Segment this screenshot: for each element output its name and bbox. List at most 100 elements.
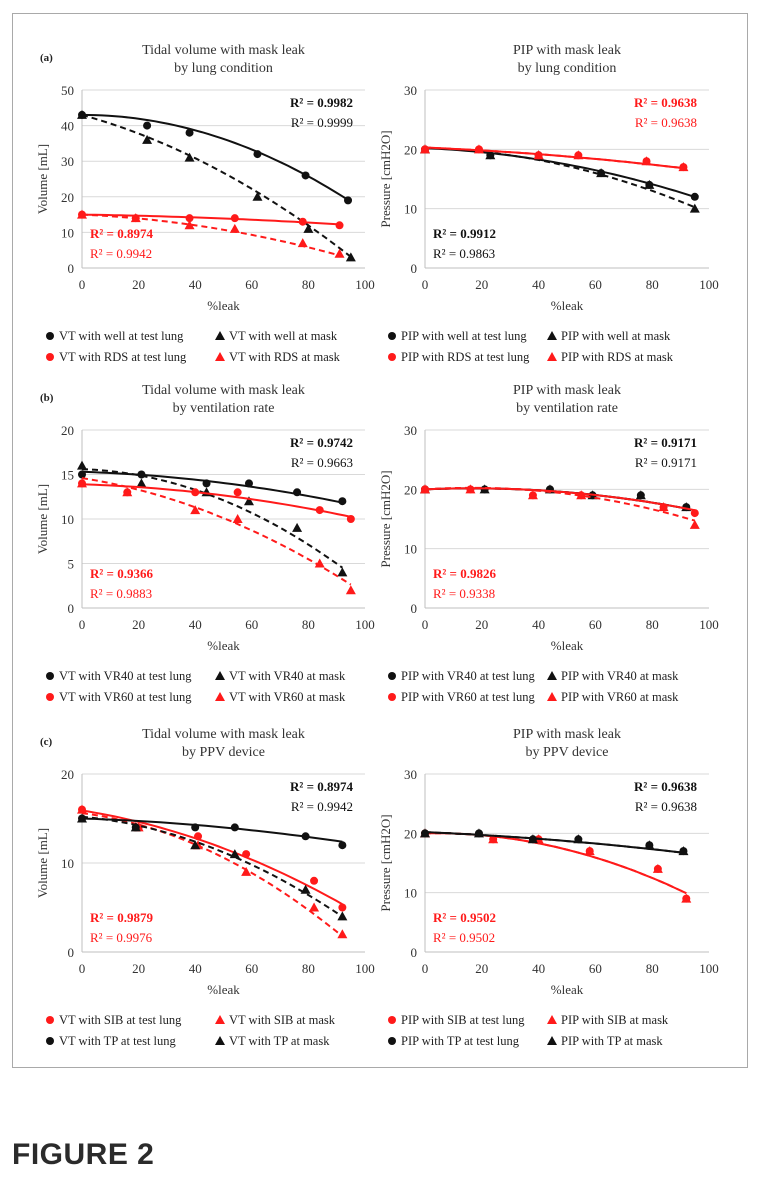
data-point xyxy=(641,156,652,166)
data-point xyxy=(337,911,348,921)
data-point xyxy=(292,522,303,532)
r2-annotation: R² = 0.9742 xyxy=(290,435,353,450)
data-point xyxy=(315,506,324,515)
y-tick-label: 0 xyxy=(68,261,75,276)
x-axis-label: %leak xyxy=(207,298,240,313)
data-point xyxy=(77,109,87,119)
trendline xyxy=(81,809,343,906)
legend-label: PIP with SIB at mask xyxy=(561,1013,669,1027)
x-tick-label: 100 xyxy=(699,617,719,632)
x-axis-label: %leak xyxy=(207,638,240,653)
y-tick-label: 0 xyxy=(68,601,75,616)
data-point xyxy=(190,505,201,515)
legend-marker xyxy=(547,1036,557,1045)
data-point xyxy=(243,496,254,506)
legend-label: PIP with TP at test lung xyxy=(401,1034,520,1048)
legend-label: PIP with VR40 at test lung xyxy=(401,669,535,683)
x-tick-label: 40 xyxy=(189,961,202,976)
x-axis-label: %leak xyxy=(551,298,584,313)
chart-a-vt: (a) Tidal volume with mask leak by lung co… xyxy=(35,43,375,364)
trendline xyxy=(81,468,343,569)
x-tick-label: 20 xyxy=(132,617,145,632)
chart-c-pip: PIP with mask leak by PPV device 0 10 20 30 0 2… xyxy=(378,727,719,1048)
r2-annotation: R² = 0.9942 xyxy=(90,246,152,261)
legend-marker xyxy=(215,692,225,701)
chart-title-line: by PPV device xyxy=(526,745,609,760)
data-point xyxy=(689,203,700,213)
x-tick-label: 100 xyxy=(699,277,719,292)
data-point xyxy=(300,884,311,894)
x-tick-label: 60 xyxy=(245,961,258,976)
data-point xyxy=(644,840,655,850)
data-point xyxy=(533,150,544,160)
data-point xyxy=(345,585,356,595)
x-tick-label: 100 xyxy=(355,961,375,976)
data-point xyxy=(635,490,646,500)
data-point xyxy=(681,893,692,903)
y-tick-label: 5 xyxy=(68,557,75,572)
y-tick-label: 10 xyxy=(404,542,417,557)
data-point xyxy=(473,144,484,154)
data-point xyxy=(473,828,484,838)
data-point xyxy=(301,832,310,841)
chart-title-line: Tidal volume with mask leak xyxy=(142,383,305,398)
legend-label: PIP with well at mask xyxy=(561,329,671,343)
y-tick-label: 20 xyxy=(404,482,417,497)
legend-label: VT with VR40 at test lung xyxy=(59,669,192,683)
y-tick-label: 30 xyxy=(404,83,417,98)
y-tick-label: 0 xyxy=(411,945,418,960)
data-point xyxy=(233,488,242,497)
r2-annotation: R² = 0.9171 xyxy=(634,435,697,450)
legend-label: VT with VR40 at mask xyxy=(229,669,346,683)
legend-marker xyxy=(46,693,54,701)
legend-label: PIP with VR40 at mask xyxy=(561,669,679,683)
data-point xyxy=(184,152,195,162)
data-point xyxy=(573,834,584,844)
legend-marker xyxy=(215,1015,225,1024)
trendline xyxy=(81,213,340,257)
r2-annotation: R² = 0.9171 xyxy=(635,455,697,470)
y-axis-label: Pressure [cmH2O] xyxy=(378,814,393,911)
legend-marker xyxy=(46,332,54,340)
data-point xyxy=(142,134,153,144)
trendline xyxy=(81,470,343,504)
data-point xyxy=(573,150,584,160)
legend-label: PIP with RDS at test lung xyxy=(401,350,530,364)
legend-marker xyxy=(46,672,54,680)
legend-label: VT with VR60 at test lung xyxy=(59,690,192,704)
trendline xyxy=(81,817,343,843)
chart-title-line: by lung condition xyxy=(518,61,617,76)
chart-title-line: Tidal volume with mask leak xyxy=(142,43,305,58)
data-point xyxy=(301,171,310,180)
x-tick-label: 60 xyxy=(245,617,258,632)
data-point xyxy=(191,488,200,497)
data-point xyxy=(527,490,538,500)
x-tick-label: 80 xyxy=(302,277,315,292)
data-point xyxy=(658,502,669,512)
r2-annotation: R² = 0.9982 xyxy=(290,95,353,110)
data-point xyxy=(230,214,239,223)
data-point xyxy=(184,220,195,230)
y-tick-label: 10 xyxy=(61,512,74,527)
y-tick-label: 10 xyxy=(404,202,417,217)
legend-marker xyxy=(388,353,396,361)
data-point xyxy=(253,150,262,159)
data-point xyxy=(191,823,200,832)
chart-c-vt: (c) Tidal volume with mask leak by PPV dev… xyxy=(35,727,375,1048)
legend-marker xyxy=(46,353,54,361)
x-tick-label: 0 xyxy=(79,961,86,976)
data-point xyxy=(185,214,194,223)
chart-a-pip: PIP with mask leak by lung condition 0 10 20… xyxy=(378,43,719,364)
figure-caption: FIGURE 2 xyxy=(12,1138,155,1171)
legend-marker xyxy=(215,1036,225,1045)
panel-label: (a) xyxy=(40,52,53,64)
data-point xyxy=(244,479,253,488)
chart-title-line: PIP with mask leak xyxy=(513,43,621,58)
data-point xyxy=(338,497,347,506)
trendline xyxy=(81,213,340,226)
data-point xyxy=(122,487,133,497)
data-point xyxy=(77,460,87,470)
data-point xyxy=(584,846,595,856)
y-tick-label: 30 xyxy=(404,767,417,782)
x-tick-label: 100 xyxy=(355,277,375,292)
